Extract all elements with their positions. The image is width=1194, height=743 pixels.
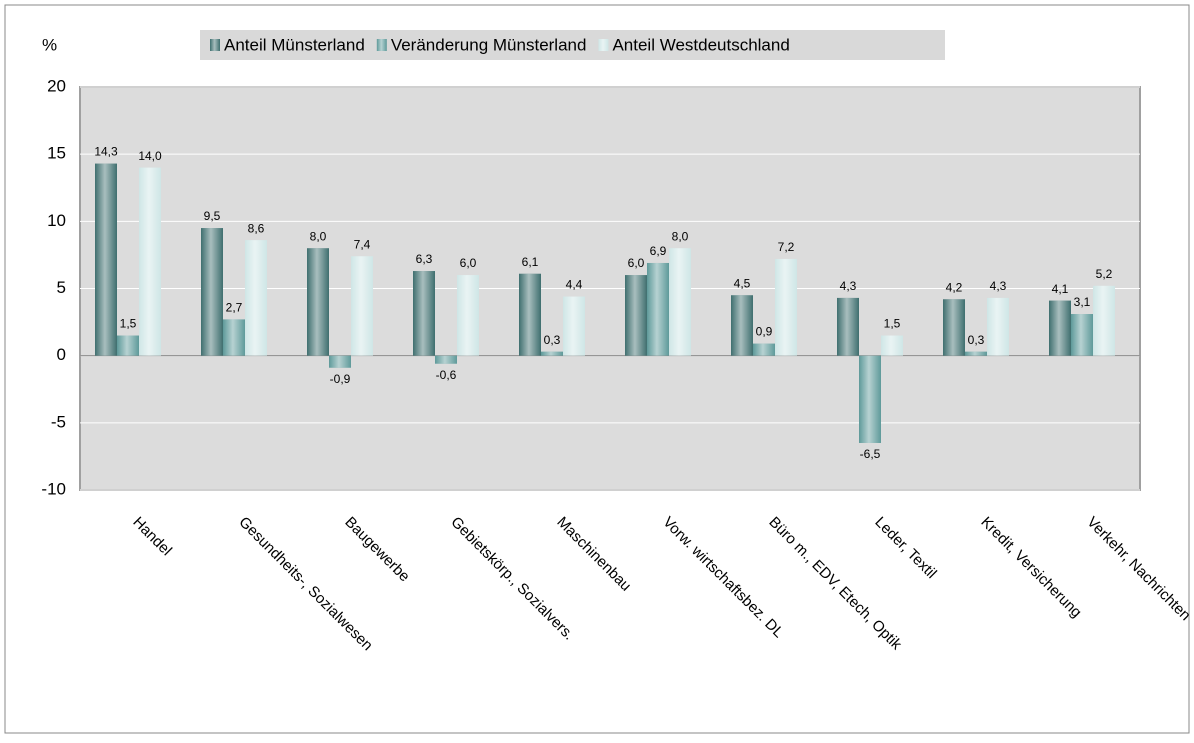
bar-shine: [753, 343, 775, 356]
data-label: 7,4: [354, 237, 371, 251]
data-label: 1,5: [120, 317, 137, 331]
data-label: 14,0: [138, 149, 162, 163]
data-label: 4,3: [990, 279, 1007, 293]
data-label: 0,3: [544, 333, 561, 347]
bar-shine: [1093, 285, 1115, 356]
legend-label: Veränderung Münsterland: [391, 35, 587, 54]
legend-swatch-shine: [210, 39, 220, 51]
bar-shine: [625, 275, 647, 356]
data-label: 9,5: [204, 209, 221, 223]
y-tick-label: 20: [47, 76, 66, 95]
data-label: -6,5: [860, 447, 881, 461]
y-tick-label: 0: [57, 345, 66, 364]
bar-shine: [117, 335, 139, 356]
y-tick-label: 15: [47, 144, 66, 163]
data-label: 4,2: [946, 280, 963, 294]
bar-shine: [245, 240, 267, 356]
bar-shine: [201, 228, 223, 356]
data-label: 4,3: [840, 279, 857, 293]
data-label: 6,1: [522, 255, 539, 269]
bar-shine: [139, 167, 161, 356]
bar-shine: [775, 258, 797, 356]
bar-shine: [95, 163, 117, 356]
bar-shine: [881, 335, 903, 356]
data-label: 2,7: [226, 301, 243, 315]
y-tick-label: 10: [47, 211, 66, 230]
data-label: 4,5: [734, 276, 751, 290]
data-label: 3,1: [1074, 295, 1091, 309]
bar-shine: [307, 248, 329, 356]
bar-shine: [669, 248, 691, 356]
data-label: 7,2: [778, 240, 795, 254]
bar-shine: [413, 271, 435, 356]
legend-swatch-shine: [376, 39, 387, 51]
legend-box: [200, 30, 945, 60]
bar-shine: [647, 262, 669, 356]
data-label: 5,2: [1096, 267, 1113, 281]
y-tick-label: -5: [51, 412, 66, 431]
data-label: 14,3: [94, 145, 118, 159]
data-label: 6,3: [416, 252, 433, 266]
data-label: 1,5: [884, 317, 901, 331]
data-label: 8,6: [248, 221, 265, 235]
bar-shine: [943, 299, 965, 356]
legend-swatch-shine: [598, 39, 609, 51]
bar-shine: [541, 351, 563, 356]
legend-label: Anteil Münsterland: [224, 35, 365, 54]
bar-shine: [1071, 314, 1093, 356]
bar-shine: [731, 295, 753, 356]
data-label: 4,1: [1052, 282, 1069, 296]
bar-shine: [987, 297, 1009, 356]
data-label: -0,9: [330, 372, 351, 386]
data-label: 8,0: [310, 229, 327, 243]
data-label: 6,9: [650, 244, 667, 258]
data-label: 6,0: [628, 256, 645, 270]
bar-shine: [859, 355, 881, 443]
y-axis-label: %: [42, 35, 57, 54]
legend-label: Anteil Westdeutschland: [612, 35, 789, 54]
bar-shine: [457, 275, 479, 356]
data-label: 0,9: [756, 325, 773, 339]
data-label: 8,0: [672, 229, 689, 243]
data-label: 6,0: [460, 256, 477, 270]
data-label: -0,6: [436, 368, 457, 382]
bar-shine: [435, 355, 457, 364]
bar-shine: [223, 319, 245, 356]
bar-shine: [519, 273, 541, 356]
data-label: 4,4: [566, 278, 583, 292]
y-tick-label: -10: [41, 479, 66, 498]
bar-shine: [965, 351, 987, 356]
bar-shine: [329, 355, 351, 368]
bar-shine: [1049, 300, 1071, 356]
data-label: 0,3: [968, 333, 985, 347]
y-tick-label: 5: [57, 278, 66, 297]
bar-shine: [563, 296, 585, 356]
bar-shine: [837, 297, 859, 356]
bar-shine: [351, 256, 373, 356]
